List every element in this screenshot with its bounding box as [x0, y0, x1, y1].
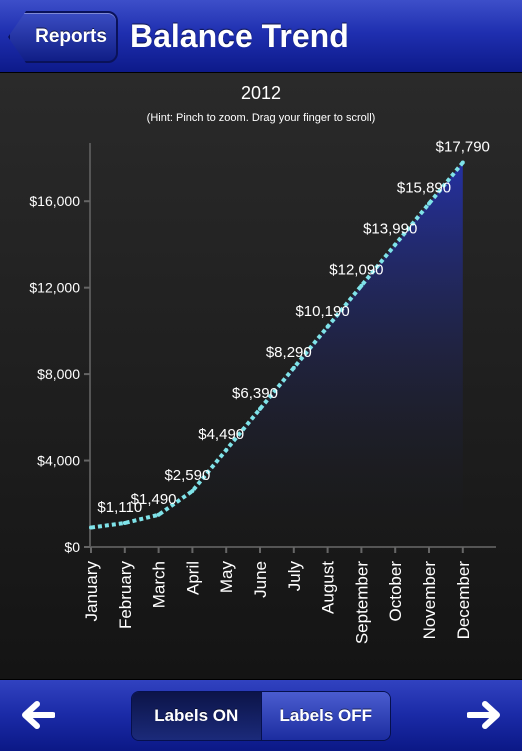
data-point: [393, 242, 398, 247]
x-tick-label: May: [217, 561, 236, 594]
x-tick-label: April: [183, 561, 202, 595]
data-point: [291, 365, 296, 370]
data-point: [258, 406, 262, 411]
navigation-bar: Reports Balance Trend: [0, 0, 522, 73]
chart-title: 2012: [241, 83, 281, 103]
data-point: [359, 283, 364, 288]
data-point: [122, 521, 127, 526]
labels-off-button[interactable]: Labels OFF: [260, 692, 390, 740]
x-tick-label: March: [150, 561, 169, 608]
data-label: $6,390: [232, 385, 278, 402]
balance-trend-chart[interactable]: 2012 (Hint: Pinch to zoom. Drag your fing…: [0, 73, 522, 679]
data-label: $1,490: [131, 491, 177, 508]
data-label: $2,590: [164, 467, 210, 484]
x-tick-label: June: [251, 561, 270, 598]
labels-on-button[interactable]: Labels ON: [132, 692, 261, 740]
x-tick-label: August: [319, 561, 338, 614]
data-label: $13,990: [363, 221, 417, 238]
data-point: [156, 512, 161, 517]
data-label: $12,090: [329, 262, 383, 279]
x-tick-label: July: [285, 561, 304, 592]
area-fill: [91, 162, 463, 547]
previous-year-button[interactable]: [16, 692, 60, 738]
x-tick-label: November: [420, 561, 439, 640]
arrow-left-icon: [22, 701, 55, 729]
x-tick-label: September: [352, 561, 371, 644]
reports-back-button[interactable]: Reports: [8, 11, 118, 63]
data-point: [460, 160, 465, 165]
bottom-toolbar: Labels ON Labels OFF: [0, 679, 522, 751]
y-tick-label: $0: [64, 539, 80, 555]
chart-subtitle: (Hint: Pinch to zoom. Drag your finger t…: [147, 112, 376, 124]
data-label: $10,190: [295, 303, 349, 320]
labels-toggle: Labels ON Labels OFF: [131, 691, 391, 741]
y-tick-label: $8,000: [37, 366, 80, 382]
data-label: $17,790: [436, 139, 490, 156]
chart-canvas[interactable]: 2012 (Hint: Pinch to zoom. Drag your fing…: [0, 73, 522, 679]
y-tick-label: $12,000: [29, 280, 80, 296]
series-line: [90, 161, 465, 530]
x-tick-label: February: [116, 561, 135, 630]
data-point: [89, 525, 93, 530]
x-tick-label: October: [386, 561, 405, 622]
data-point: [325, 324, 330, 329]
data-label: $1,110: [97, 499, 142, 516]
data-point: [224, 447, 229, 452]
data-point: [427, 201, 431, 206]
page-title: Balance Trend: [130, 17, 349, 54]
data-label: $4,490: [198, 426, 244, 443]
arrow-right-icon: [467, 701, 500, 729]
y-tick-label: $4,000: [37, 453, 80, 469]
data-label: $8,290: [266, 344, 312, 361]
x-tick-label: January: [82, 561, 101, 622]
data-point: [190, 489, 195, 494]
y-tick-label: $16,000: [29, 193, 80, 209]
x-tick-label: December: [454, 561, 473, 640]
data-label: $15,890: [397, 180, 451, 197]
next-year-button[interactable]: [462, 692, 506, 738]
reports-back-label: Reports: [35, 26, 107, 47]
